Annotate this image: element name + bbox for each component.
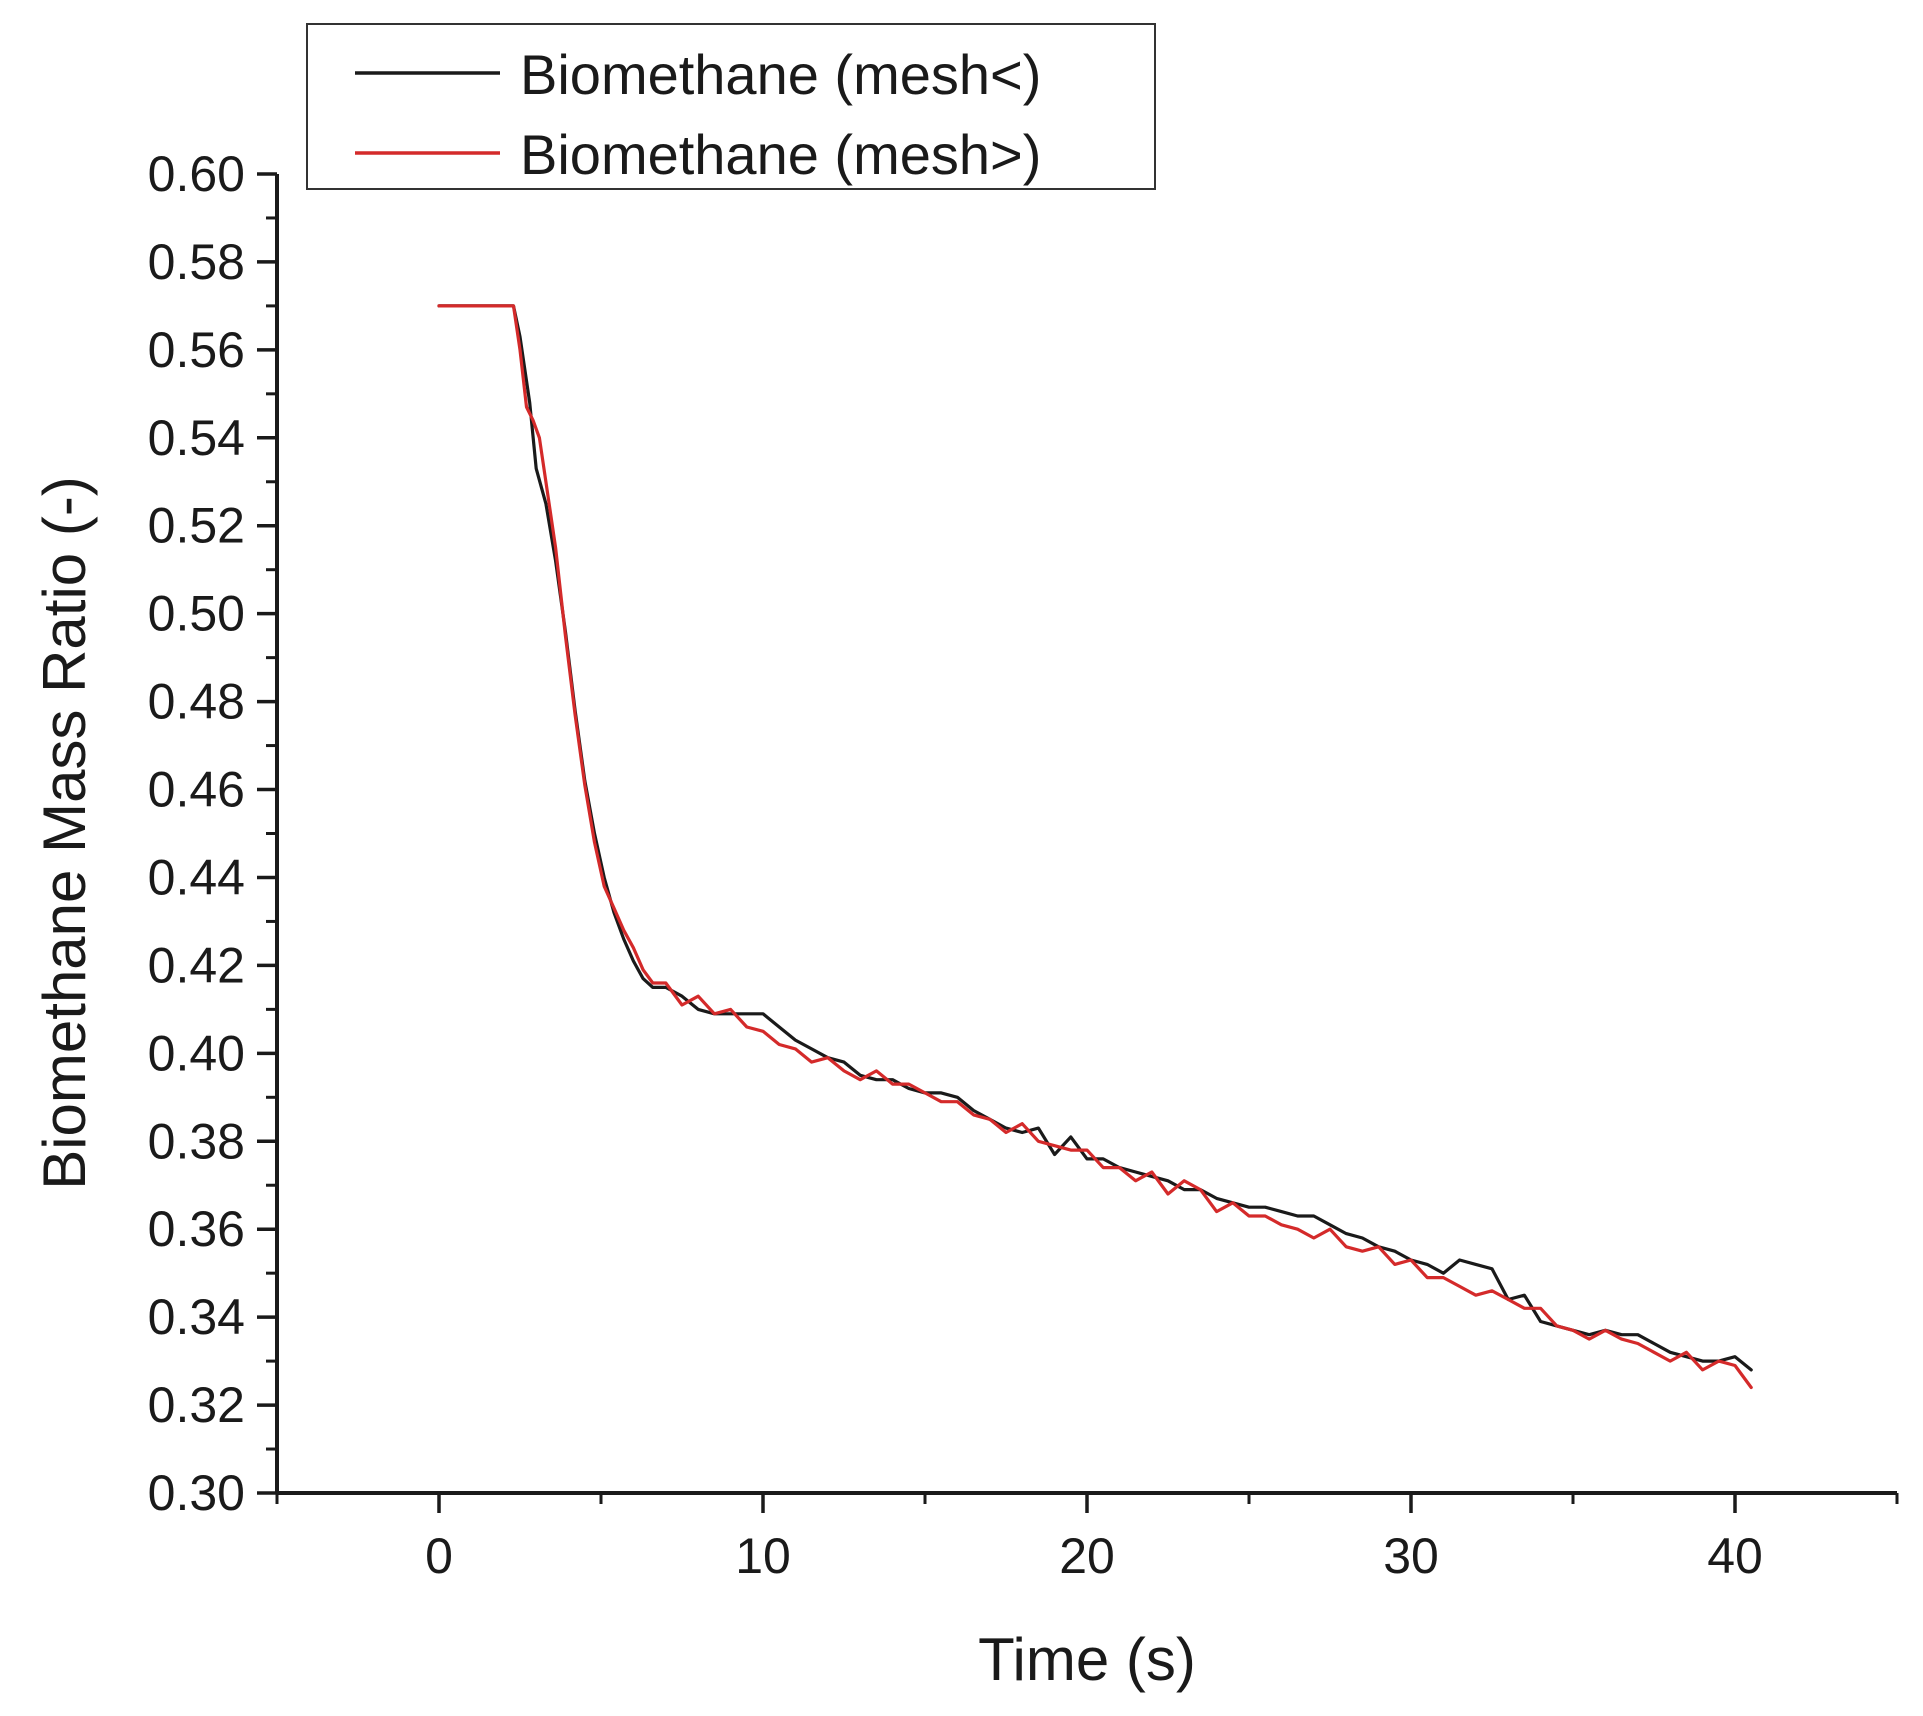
- x-tick-label: 0: [425, 1528, 453, 1584]
- x-ticks: 0 10 20 30 40: [275, 1493, 1899, 1584]
- y-tick-label: 0.40: [148, 1025, 245, 1081]
- y-tick-label: 0.52: [148, 498, 245, 554]
- x-tick-label: 20: [1059, 1528, 1115, 1584]
- y-tick-label: 0.42: [148, 937, 245, 993]
- y-tick-label: 0.50: [148, 586, 245, 642]
- series-line-mesh-less: [437, 304, 1753, 1372]
- y-tick-label: 0.36: [148, 1201, 245, 1257]
- y-tick-label: 0.56: [148, 322, 245, 378]
- x-tick-label: 40: [1707, 1528, 1763, 1584]
- y-tick-label: 0.58: [148, 234, 245, 290]
- y-tick-label: 0.60: [148, 146, 245, 202]
- series-line-mesh-greater: [437, 304, 1753, 1390]
- x-axis-title: Time (s): [978, 1626, 1196, 1693]
- y-tick-label: 0.38: [148, 1113, 245, 1169]
- y-tick-label: 0.30: [148, 1465, 245, 1521]
- y-ticks: 0.30 0.32 0.34 0.36 0.38 0.40 0.42 0.44 0.46 0.48…: [148, 146, 277, 1521]
- x-tick-label: 30: [1383, 1528, 1439, 1584]
- legend-box: [306, 23, 1156, 190]
- legend: Biomethane (mesh<) Biomethane (mesh>): [306, 23, 1156, 190]
- y-tick-label: 0.34: [148, 1289, 245, 1345]
- y-axis-title: Biomethane Mass Ratio (-): [31, 476, 98, 1190]
- y-tick-label: 0.44: [148, 849, 245, 905]
- legend-label-mesh-less: Biomethane (mesh<): [520, 43, 1041, 106]
- y-tick-label: 0.54: [148, 410, 245, 466]
- y-tick-label: 0.46: [148, 762, 245, 818]
- y-tick-label: 0.32: [148, 1377, 245, 1433]
- y-tick-label: 0.48: [148, 674, 245, 730]
- legend-label-mesh-greater: Biomethane (mesh>): [520, 123, 1041, 186]
- x-tick-label: 10: [735, 1528, 791, 1584]
- series-layer: [437, 304, 1753, 1390]
